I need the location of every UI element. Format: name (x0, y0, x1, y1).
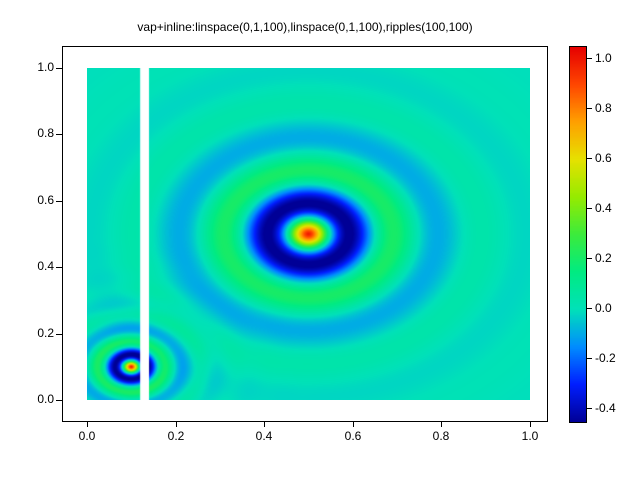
plot-title: vap+inline:linspace(0,1,100),linspace(0,… (137, 20, 473, 34)
x-tick-mark (353, 422, 354, 427)
y-tick-label: 1.0 (37, 60, 54, 74)
x-tick-label: 0.8 (432, 429, 450, 443)
y-tick-mark (56, 201, 62, 202)
colorbar-tick-mark (587, 208, 592, 209)
colorbar-tick-label: 0.6 (595, 151, 612, 165)
y-tick-label: 0.6 (37, 193, 54, 207)
y-tick-label: 0.4 (37, 259, 54, 273)
colorbar-tick-mark (587, 258, 592, 259)
y-tick-mark (56, 334, 62, 335)
colorbar-tick-mark (587, 408, 592, 409)
x-tick-label: 0.2 (167, 429, 185, 443)
x-tick-label: 0.4 (255, 429, 273, 443)
y-tick-mark (56, 400, 62, 401)
x-tick-label: 1.0 (521, 429, 539, 443)
colorbar-tick-mark (587, 58, 592, 59)
colorbar-tick-label: -0.4 (595, 401, 616, 415)
y-tick-label: 0.8 (37, 126, 54, 140)
x-tick-mark (87, 422, 88, 427)
y-tick-mark (56, 267, 62, 268)
colorbar-canvas (569, 46, 587, 423)
colorbar-tick-mark (587, 358, 592, 359)
heatmap-canvas (87, 68, 530, 400)
colorbar-tick-mark (587, 108, 592, 109)
y-tick-mark (56, 68, 62, 69)
colorbar-tick-label: 0.2 (595, 251, 612, 265)
colorbar-tick-label: 1.0 (595, 51, 612, 65)
x-tick-label: 0.0 (78, 429, 96, 443)
colorbar-tick-label: 0.8 (595, 101, 612, 115)
y-tick-label: 0.0 (37, 392, 54, 406)
colorbar-tick-label: -0.2 (595, 351, 616, 365)
colorbar-tick-label: 0.0 (595, 301, 612, 315)
y-tick-mark (56, 134, 62, 135)
y-tick-label: 0.2 (37, 326, 54, 340)
colorbar-tick-mark (587, 308, 592, 309)
x-tick-mark (176, 422, 177, 427)
x-tick-mark (530, 422, 531, 427)
colorbar-tick-mark (587, 158, 592, 159)
x-tick-label: 0.6 (344, 429, 362, 443)
x-tick-mark (441, 422, 442, 427)
colorbar-tick-label: 0.4 (595, 201, 612, 215)
x-tick-mark (264, 422, 265, 427)
